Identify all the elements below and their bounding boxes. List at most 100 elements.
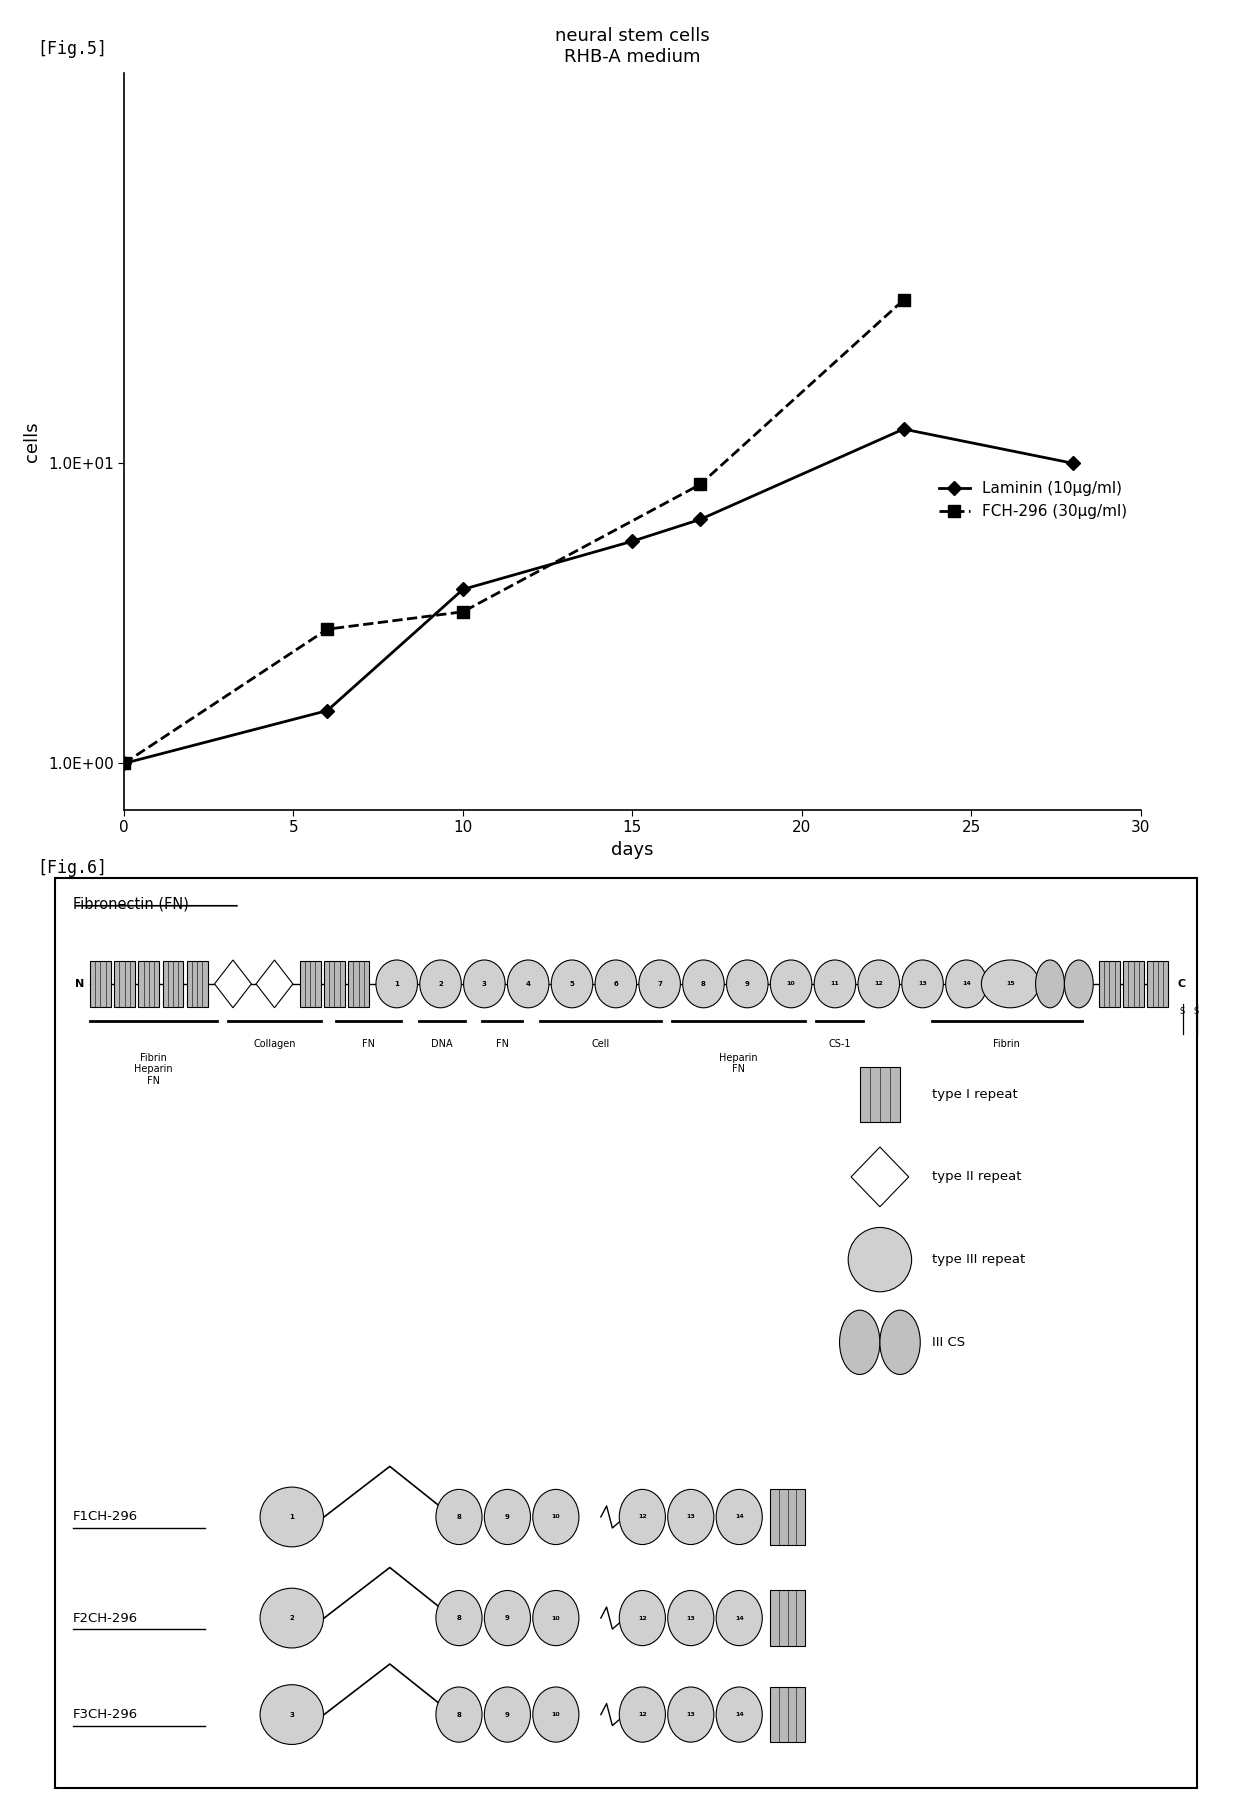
- FCH-296 (30μg/ml): [320, 619, 335, 641]
- Laminin (10μg/ml): [1065, 453, 1080, 475]
- Bar: [91, 961, 110, 1006]
- Bar: [139, 961, 159, 1006]
- Text: 12: 12: [874, 981, 883, 986]
- Ellipse shape: [848, 1227, 911, 1292]
- Bar: [300, 961, 321, 1006]
- Ellipse shape: [727, 959, 768, 1008]
- Text: C: C: [1178, 979, 1185, 988]
- Text: 14: 14: [735, 1616, 744, 1620]
- Text: 10: 10: [552, 1616, 560, 1620]
- Text: 10: 10: [552, 1713, 560, 1716]
- Ellipse shape: [717, 1591, 763, 1645]
- Text: 3: 3: [289, 1711, 294, 1718]
- Ellipse shape: [639, 959, 681, 1008]
- Ellipse shape: [533, 1687, 579, 1742]
- Ellipse shape: [464, 959, 505, 1008]
- Text: 13: 13: [687, 1514, 696, 1520]
- Text: 9: 9: [505, 1711, 510, 1718]
- Text: type II repeat: type II repeat: [931, 1170, 1022, 1183]
- Text: 1: 1: [289, 1514, 294, 1520]
- Text: CS-1: CS-1: [828, 1039, 851, 1048]
- Ellipse shape: [485, 1489, 531, 1545]
- Text: S: S: [1194, 1006, 1199, 1016]
- Ellipse shape: [436, 1687, 482, 1742]
- Ellipse shape: [619, 1591, 666, 1645]
- Text: type III repeat: type III repeat: [931, 1254, 1025, 1267]
- Ellipse shape: [260, 1487, 324, 1547]
- Bar: [1099, 961, 1120, 1006]
- Ellipse shape: [683, 959, 724, 1008]
- Text: Fibrin: Fibrin: [993, 1039, 1021, 1048]
- Polygon shape: [255, 959, 293, 1008]
- Laminin (10μg/ml): [117, 752, 131, 774]
- Bar: [348, 961, 370, 1006]
- Ellipse shape: [815, 959, 856, 1008]
- Text: Cell: Cell: [591, 1039, 609, 1048]
- Bar: [1147, 961, 1168, 1006]
- Ellipse shape: [717, 1687, 763, 1742]
- Text: 8: 8: [456, 1614, 461, 1622]
- Text: 14: 14: [735, 1713, 744, 1716]
- Ellipse shape: [436, 1489, 482, 1545]
- Laminin (10μg/ml): [455, 579, 470, 601]
- Bar: [162, 961, 184, 1006]
- Ellipse shape: [420, 959, 461, 1008]
- Text: N: N: [74, 979, 84, 988]
- Bar: [187, 961, 207, 1006]
- Text: 3: 3: [482, 981, 487, 986]
- X-axis label: days: days: [611, 841, 653, 859]
- Text: Collagen: Collagen: [253, 1039, 295, 1048]
- Text: Fibrin
Heparin
FN: Fibrin Heparin FN: [134, 1052, 172, 1087]
- Ellipse shape: [1035, 959, 1064, 1008]
- Ellipse shape: [981, 959, 1039, 1008]
- Ellipse shape: [595, 959, 636, 1008]
- Text: FN: FN: [496, 1039, 508, 1048]
- Text: 1: 1: [394, 981, 399, 986]
- Text: FN: FN: [362, 1039, 374, 1048]
- Ellipse shape: [770, 959, 812, 1008]
- Bar: [324, 961, 345, 1006]
- Text: 7: 7: [657, 981, 662, 986]
- Text: 9: 9: [745, 981, 750, 986]
- Text: 12: 12: [637, 1713, 647, 1716]
- Title: neural stem cells
RHB-A medium: neural stem cells RHB-A medium: [556, 27, 709, 66]
- Ellipse shape: [260, 1685, 324, 1744]
- Text: 13: 13: [918, 981, 928, 986]
- Text: DNA: DNA: [430, 1039, 453, 1048]
- Text: 5: 5: [569, 981, 574, 986]
- Ellipse shape: [619, 1489, 666, 1545]
- Ellipse shape: [619, 1687, 666, 1742]
- Laminin (10μg/ml): [897, 419, 911, 440]
- Text: 15: 15: [1006, 981, 1014, 986]
- FCH-296 (30μg/ml): [455, 601, 470, 622]
- Text: F2CH-296: F2CH-296: [73, 1611, 138, 1625]
- Text: 9: 9: [505, 1614, 510, 1622]
- Legend: Laminin (10μg/ml), FCH-296 (30μg/ml): Laminin (10μg/ml), FCH-296 (30μg/ml): [932, 475, 1133, 526]
- Ellipse shape: [901, 959, 944, 1008]
- Text: 4: 4: [526, 981, 531, 986]
- Text: 11: 11: [831, 981, 839, 986]
- Ellipse shape: [717, 1489, 763, 1545]
- Text: 8: 8: [456, 1514, 461, 1520]
- Text: Fibronectin (FN): Fibronectin (FN): [73, 897, 188, 912]
- Y-axis label: cells: cells: [22, 420, 41, 462]
- Ellipse shape: [436, 1591, 482, 1645]
- Text: S: S: [1179, 1006, 1185, 1016]
- Text: 14: 14: [735, 1514, 744, 1520]
- FCH-296 (30μg/ml): [693, 473, 708, 495]
- Polygon shape: [215, 959, 252, 1008]
- Bar: [859, 1067, 900, 1121]
- Ellipse shape: [946, 959, 987, 1008]
- Text: 10: 10: [552, 1514, 560, 1520]
- Ellipse shape: [376, 959, 418, 1008]
- Ellipse shape: [1064, 959, 1094, 1008]
- Text: 6: 6: [614, 981, 619, 986]
- Ellipse shape: [880, 1310, 920, 1374]
- Bar: [1123, 961, 1145, 1006]
- Text: [Fig.6]: [Fig.6]: [37, 859, 107, 877]
- FCH-296 (30μg/ml): [897, 289, 911, 311]
- Ellipse shape: [667, 1591, 714, 1645]
- Text: 13: 13: [687, 1616, 696, 1620]
- Text: 2: 2: [289, 1614, 294, 1622]
- Laminin (10μg/ml): [625, 530, 640, 551]
